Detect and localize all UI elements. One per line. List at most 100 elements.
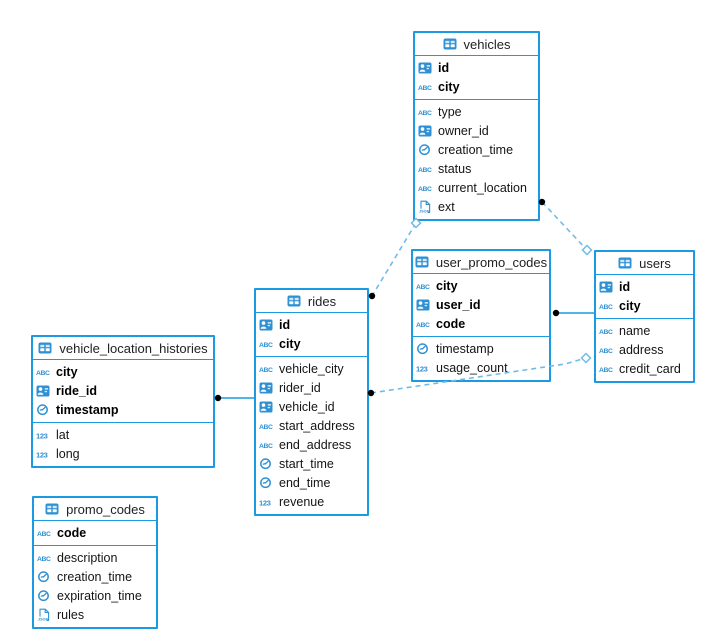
- text-icon: ABC: [259, 337, 275, 351]
- field-name: creation_time: [438, 142, 514, 157]
- table-icon: [45, 502, 61, 516]
- table-user_promo_codes[interactable]: user_promo_codes ABC city user_id ABC code tim…: [411, 249, 551, 382]
- table-icon: [618, 256, 634, 270]
- field-row: ABC code: [413, 314, 549, 333]
- field-row: JSON rules: [34, 605, 156, 624]
- field-name: city: [436, 278, 458, 293]
- field-name: timestamp: [56, 402, 119, 417]
- field-row: JSON ext: [415, 197, 538, 216]
- field-row: timestamp: [413, 339, 549, 358]
- svg-text:ABC: ABC: [37, 556, 51, 563]
- svg-text:ABC: ABC: [37, 531, 51, 538]
- field-name: code: [436, 316, 466, 331]
- field-name: start_time: [279, 456, 334, 471]
- field-row: ABC current_location: [415, 178, 538, 197]
- table-icon: [38, 341, 54, 355]
- number-icon: 123: [259, 495, 275, 509]
- field-row: ABC type: [415, 102, 538, 121]
- field-name: end_time: [279, 475, 331, 490]
- svg-text:JSON: JSON: [419, 209, 430, 213]
- field-name: vehicle_id: [279, 399, 335, 414]
- text-icon: ABC: [37, 526, 53, 540]
- table-header[interactable]: vehicles: [415, 33, 538, 56]
- svg-text:ABC: ABC: [259, 424, 273, 431]
- dot-endpoint: [552, 309, 560, 317]
- field-name: name: [619, 323, 651, 338]
- field-name: current_location: [438, 180, 527, 195]
- svg-text:ABC: ABC: [416, 284, 430, 291]
- field-row: end_time: [256, 473, 367, 492]
- field-row: 123 lat: [33, 425, 213, 444]
- field-name: rider_id: [279, 380, 321, 395]
- number-icon: 123: [36, 447, 52, 461]
- svg-text:ABC: ABC: [259, 443, 273, 450]
- table-icon: [443, 37, 459, 51]
- field-row: id: [415, 58, 538, 77]
- field-name: owner_id: [438, 123, 489, 138]
- table-header[interactable]: promo_codes: [34, 498, 156, 521]
- json-icon: JSON: [37, 608, 53, 622]
- relation-vehicle_location_histories-rides: [214, 394, 256, 402]
- table-header[interactable]: users: [596, 252, 693, 275]
- id-badge-icon: [418, 61, 434, 75]
- svg-text:ABC: ABC: [599, 367, 613, 374]
- field-name: lat: [56, 427, 70, 442]
- svg-text:123: 123: [416, 364, 428, 373]
- table-users[interactable]: users id ABC city ABC name ABC address ABC credit…: [594, 250, 695, 383]
- id-badge-icon: [418, 124, 434, 138]
- text-icon: ABC: [599, 324, 615, 338]
- table-name: rides: [307, 293, 337, 309]
- svg-text:ABC: ABC: [418, 167, 432, 174]
- field-row: ABC city: [413, 276, 549, 295]
- text-icon: ABC: [599, 343, 615, 357]
- time-icon: [418, 143, 434, 157]
- table-promo_codes[interactable]: promo_codes ABC code ABC description creation…: [32, 496, 158, 629]
- field-name: end_address: [279, 437, 352, 452]
- id-badge-icon: [259, 318, 275, 332]
- text-icon: ABC: [418, 162, 434, 176]
- field-row: ABC start_address: [256, 416, 367, 435]
- table-header[interactable]: vehicle_location_histories: [33, 337, 213, 360]
- field-row: creation_time: [34, 567, 156, 586]
- field-row: expiration_time: [34, 586, 156, 605]
- table-icon: [287, 294, 303, 308]
- relation-vehicles-users: [538, 198, 593, 256]
- text-icon: ABC: [36, 365, 52, 379]
- text-icon: ABC: [37, 551, 53, 565]
- table-header[interactable]: user_promo_codes: [413, 251, 549, 274]
- time-icon: [259, 476, 275, 490]
- table-icon: [415, 255, 431, 269]
- field-row: id: [596, 277, 693, 296]
- table-name: vehicles: [463, 36, 511, 52]
- field-name: ride_id: [56, 383, 97, 398]
- table-vehicle_location_histories[interactable]: vehicle_location_histories ABC city ride_id…: [31, 335, 215, 468]
- svg-text:ABC: ABC: [259, 342, 273, 349]
- field-row: 123 revenue: [256, 492, 367, 511]
- svg-text:123: 123: [259, 498, 271, 507]
- dot-endpoint: [368, 292, 376, 300]
- table-name: promo_codes: [66, 501, 145, 517]
- time-icon: [416, 342, 432, 356]
- field-row: ABC city: [596, 296, 693, 315]
- field-row: ABC description: [34, 548, 156, 567]
- field-row: ABC vehicle_city: [256, 359, 367, 378]
- text-icon: ABC: [416, 279, 432, 293]
- columns-section: 123 lat 123 long: [33, 423, 213, 466]
- columns-section: ABC type owner_id creation_time ABC status ABC…: [415, 100, 538, 219]
- columns-section: ABC vehicle_city rider_id vehicle_id ABC star…: [256, 357, 367, 514]
- field-row: creation_time: [415, 140, 538, 159]
- table-vehicles[interactable]: vehicles id ABC city ABC type owner_id creation…: [413, 31, 540, 221]
- field-name: city: [279, 336, 301, 351]
- field-name: city: [56, 364, 78, 379]
- field-name: creation_time: [57, 569, 133, 584]
- field-name: city: [438, 79, 460, 94]
- field-row: ABC credit_card: [596, 359, 693, 378]
- field-row: id: [256, 315, 367, 334]
- dot-endpoint: [214, 394, 222, 402]
- table-header[interactable]: rides: [256, 290, 367, 313]
- field-row: start_time: [256, 454, 367, 473]
- table-name: users: [639, 255, 671, 271]
- diamond-endpoint: [581, 244, 593, 256]
